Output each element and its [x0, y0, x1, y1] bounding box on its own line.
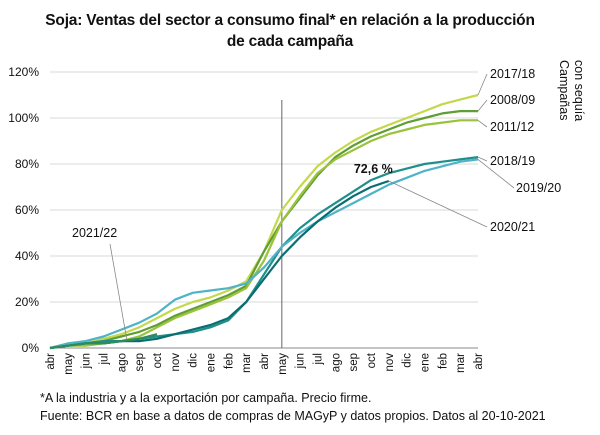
y-tick-label: 120% — [8, 65, 39, 79]
x-tick-label: jul — [99, 353, 111, 366]
chart-title-line-2: de cada campaña — [226, 33, 354, 50]
footnote: *A la industria y a la exportación por c… — [40, 391, 372, 405]
x-tick-label: mar — [241, 353, 253, 373]
series-label-2020-21: 2020/21 — [490, 220, 535, 234]
x-tick-label: jul — [313, 353, 325, 366]
y-tick-label: 80% — [15, 157, 39, 171]
x-tick-label: jun — [295, 353, 307, 369]
chart-title-line-1: Soja: Ventas del sector a consumo final*… — [45, 12, 535, 29]
series-labels: 2017/18 2008/09 2011/12 2018/19 2019/20 2020/… — [72, 67, 561, 240]
leader-line — [477, 73, 488, 96]
series-label-2019-20: 2019/20 — [516, 181, 561, 195]
x-tick-label: oct — [366, 352, 378, 368]
leader-line — [477, 119, 488, 128]
y-tick-label: 20% — [15, 295, 39, 309]
x-tick-label: ene — [206, 353, 218, 372]
x-tick-label: oct — [152, 352, 164, 368]
series-line-2008-09 — [49, 109, 478, 350]
chart-title: Soja: Ventas del sector a consumo final*… — [40, 10, 540, 52]
side-label-campanas-con-sequia: Campañas con sequía — [557, 60, 586, 121]
x-tick-label: feb — [437, 353, 449, 369]
x-tick-label: jun — [81, 353, 93, 369]
leader-line — [477, 156, 488, 162]
leader-line — [109, 243, 128, 339]
series-label-2021-22: 2021/22 — [72, 226, 117, 240]
leader-line — [388, 180, 488, 228]
x-tick-label: abr — [45, 353, 57, 370]
x-tick-label: abr — [259, 353, 271, 370]
series-line-2017-18 — [49, 93, 479, 350]
x-tick-label: nov — [384, 353, 396, 372]
y-tick-label: 40% — [15, 249, 39, 263]
grid-lines — [50, 71, 478, 303]
annotation-label: 72,6 % — [354, 162, 393, 176]
x-tick-label: abr — [473, 353, 485, 370]
series-line-2021-22 — [49, 333, 158, 350]
label-leader-lines — [109, 73, 515, 339]
x-tick-label: dic — [402, 353, 414, 368]
x-tick-label: ene — [420, 353, 432, 372]
series-label-2011-12: 2011/12 — [490, 120, 534, 134]
series-line-2019-20 — [49, 158, 479, 350]
y-tick-label: 0% — [22, 341, 40, 355]
side-label-line: Campañas — [557, 60, 571, 120]
x-tick-label: may — [63, 353, 75, 375]
x-tick-label: sep — [348, 353, 360, 372]
side-label-line: con sequía — [572, 60, 586, 121]
x-tick-label: dic — [188, 353, 200, 368]
series-label-2017-18: 2017/18 — [490, 67, 535, 81]
x-tick-label: nov — [170, 353, 182, 372]
x-tick-label: feb — [223, 353, 235, 369]
source-note: Fuente: BCR en base a datos de compras d… — [40, 409, 546, 423]
y-tick-label: 60% — [15, 203, 39, 217]
series-label-2018-19: 2018/19 — [490, 154, 535, 168]
series-label-2008-09: 2008/09 — [490, 93, 535, 107]
x-axis-ticks: abr may jun jul ago sep oct nov dic ene feb mar abr m… — [45, 352, 485, 375]
series-lines — [49, 93, 479, 350]
x-tick-label: ago — [116, 353, 128, 372]
y-axis-ticks: 0% 20% 40% 60% 80% 100% 120% — [8, 65, 39, 355]
y-tick-label: 100% — [8, 111, 39, 125]
leader-line — [477, 159, 515, 189]
x-tick-label: mar — [455, 353, 467, 373]
x-tick-label: ago — [330, 353, 342, 372]
leader-line — [477, 99, 488, 112]
x-tick-label: may — [277, 353, 289, 375]
x-tick-label: sep — [134, 353, 146, 372]
